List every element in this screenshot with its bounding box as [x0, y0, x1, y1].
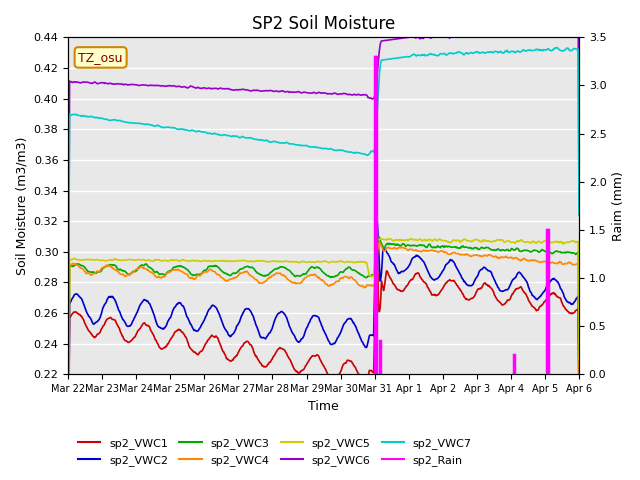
Text: TZ_osu: TZ_osu: [78, 51, 123, 64]
Title: SP2 Soil Moisture: SP2 Soil Moisture: [252, 15, 395, 33]
X-axis label: Time: Time: [308, 400, 339, 413]
Legend: sp2_VWC1, sp2_VWC2, sp2_VWC3, sp2_VWC4, sp2_VWC5, sp2_VWC6, sp2_VWC7, sp2_Rain: sp2_VWC1, sp2_VWC2, sp2_VWC3, sp2_VWC4, …: [74, 434, 476, 470]
Y-axis label: Raim (mm): Raim (mm): [612, 171, 625, 241]
Y-axis label: Soil Moisture (m3/m3): Soil Moisture (m3/m3): [15, 137, 28, 275]
